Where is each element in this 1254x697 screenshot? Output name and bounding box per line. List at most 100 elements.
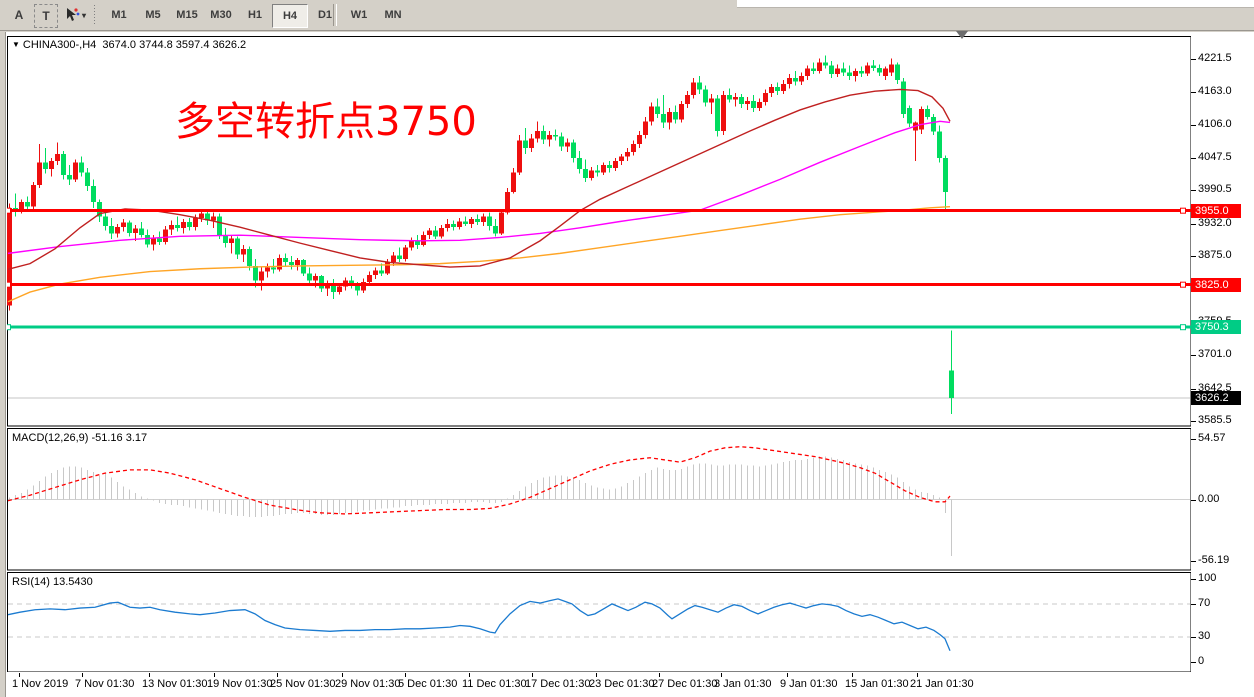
price-tick-label: 0.00 (1198, 492, 1220, 505)
toolbar: A T ▾ M1 M5 M15 M30 H1 H4 D1 W1 MN (0, 0, 1254, 31)
timeframe-button-M1[interactable]: M1 (111, 9, 127, 21)
timeframe-button-H4[interactable]: H4 (272, 4, 308, 28)
time-tick (214, 673, 215, 677)
time-tick (342, 673, 343, 677)
scale-tick (1191, 92, 1196, 94)
price-tick-label: 3990.5 (1198, 183, 1232, 196)
rsi-pane[interactable] (7, 572, 1192, 673)
time-tick-label: 9 Jan 01:30 (780, 678, 838, 690)
time-tick (917, 673, 918, 677)
time-tick-label: 23 Dec 01:30 (589, 678, 655, 690)
price-tick-label: 100 (1198, 572, 1217, 584)
price-tick-label: 30 (1198, 630, 1211, 643)
price-label-3750.3: 3750.3 (1191, 320, 1241, 335)
price-label-3626.2: 3626.2 (1191, 390, 1241, 405)
time-tick-label: 15 Jan 01:30 (845, 678, 909, 690)
scale-tick (1191, 561, 1196, 563)
price-tick-label: 70 (1198, 596, 1211, 609)
scale-tick (1191, 579, 1196, 580)
line-anchor (7, 281, 11, 288)
annotation-text[interactable]: 多空转折点3750 (175, 99, 477, 145)
timeframe-button-M5[interactable]: M5 (145, 9, 161, 21)
rsi-label: RSI(14) 13.5430 (12, 576, 93, 588)
price-tick-label: 0 (1198, 655, 1205, 667)
time-tick (277, 673, 278, 677)
time-tick-label: 13 Nov 01:30 (142, 678, 208, 690)
price-tick-label: 4047.5 (1198, 151, 1232, 164)
time-tick (659, 673, 660, 677)
line-anchor (1180, 281, 1186, 288)
time-tick-label: 21 Jan 01:30 (910, 678, 974, 690)
price-tick-label: 54.57 (1198, 432, 1226, 445)
macd-pane[interactable] (7, 428, 1192, 571)
line-anchor (1180, 207, 1186, 214)
time-tick-label: 7 Nov 01:30 (75, 678, 135, 690)
chevron-down-icon: ▾ (81, 10, 86, 20)
candles (7, 55, 954, 415)
cursor-styles-icon (66, 8, 80, 21)
timeframe-button-M15[interactable]: M15 (176, 9, 198, 21)
price-tick-label: 3932.0 (1198, 216, 1232, 229)
scale-tick (1191, 662, 1196, 663)
drawing-style-dropdown[interactable]: ▾ (60, 4, 90, 26)
price-tick-label: 3875.0 (1198, 249, 1232, 262)
time-tick (721, 673, 722, 677)
macd-histogram (9, 456, 952, 556)
macd-label: MACD(12,26,9) -51.16 3.17 (12, 432, 148, 444)
main-pane-border (7, 36, 1192, 427)
toolbar-drag-handle[interactable] (94, 5, 97, 25)
arrow-tool-button[interactable]: A (14, 8, 24, 22)
scale-tick (1191, 256, 1196, 258)
price-tick-label: 3642.5 (1198, 381, 1232, 394)
time-axis[interactable]: 1 Nov 2019 7 Nov 01:30 13 Nov 01:30 19 Nov … (7, 672, 1191, 697)
symbol-quote-text: CHINA300-,H4 3674.0 3744.8 3597.4 3626.2 (22, 39, 247, 51)
toolbar-separator (333, 4, 337, 26)
macd-signal-line (7, 446, 951, 515)
scale-tick (1191, 603, 1196, 605)
scale-tick (1191, 190, 1196, 192)
time-tick (149, 673, 150, 677)
time-tick (596, 673, 597, 677)
main-chart-pane[interactable] (7, 36, 1192, 427)
docked-toolbar-area (737, 0, 1254, 8)
scale-tick (1191, 439, 1196, 441)
timeframe-button-H1[interactable]: H1 (247, 9, 263, 21)
time-tick (405, 673, 406, 677)
window-frame-edge (5, 32, 6, 697)
ma-orange-line (7, 206, 951, 303)
time-tick (469, 673, 470, 677)
symbol-quote: ▼ CHINA300-,H4 3674.0 3744.8 3597.4 3626.… (12, 39, 246, 51)
price-scale[interactable]: 4221.5 4163.0 4106.0 4047.5 3990.5 3932.0 3875… (1191, 32, 1254, 697)
scale-tick (1191, 388, 1196, 390)
collapse-triangle-icon[interactable]: ▼ (12, 40, 20, 49)
scale-tick (1191, 355, 1196, 357)
time-tick-label: 19 Nov 01:30 (207, 678, 273, 690)
time-tick (532, 673, 533, 677)
time-tick-label: 27 Dec 01:30 (652, 678, 718, 690)
time-tick-label: 1 Nov 2019 (12, 678, 69, 690)
rsi-pane-border (7, 572, 1192, 673)
time-tick (787, 673, 788, 677)
timeframe-button-M30[interactable]: M30 (210, 9, 232, 21)
time-tick-label: 17 Dec 01:30 (525, 678, 591, 690)
scale-tick (1191, 124, 1196, 126)
timeframe-button-MN[interactable]: MN (384, 9, 402, 21)
time-tick-label: 5 Dec 01:30 (398, 678, 458, 690)
line-anchor (7, 207, 11, 214)
price-tick-label: -56.19 (1198, 554, 1230, 567)
time-tick-label: 11 Dec 01:30 (462, 678, 527, 690)
rsi-line (7, 598, 951, 652)
price-tick-label: 4221.5 (1198, 52, 1232, 64)
price-tick-label: 4106.0 (1198, 117, 1232, 130)
scale-tick (1191, 637, 1196, 639)
scale-tick (1191, 420, 1196, 422)
time-tick-label: 3 Jan 01:30 (714, 678, 772, 690)
time-tick-label: 25 Nov 01:30 (270, 678, 336, 690)
timeframe-button-D1[interactable]: D1 (317, 9, 333, 21)
timeframe-button-W1[interactable]: W1 (350, 9, 368, 21)
chart-shift-icon[interactable] (956, 31, 968, 39)
price-label-3825.0: 3825.0 (1191, 277, 1241, 292)
text-tool-button[interactable]: T (34, 4, 58, 28)
time-tick (19, 673, 20, 677)
scale-tick (1191, 223, 1196, 225)
